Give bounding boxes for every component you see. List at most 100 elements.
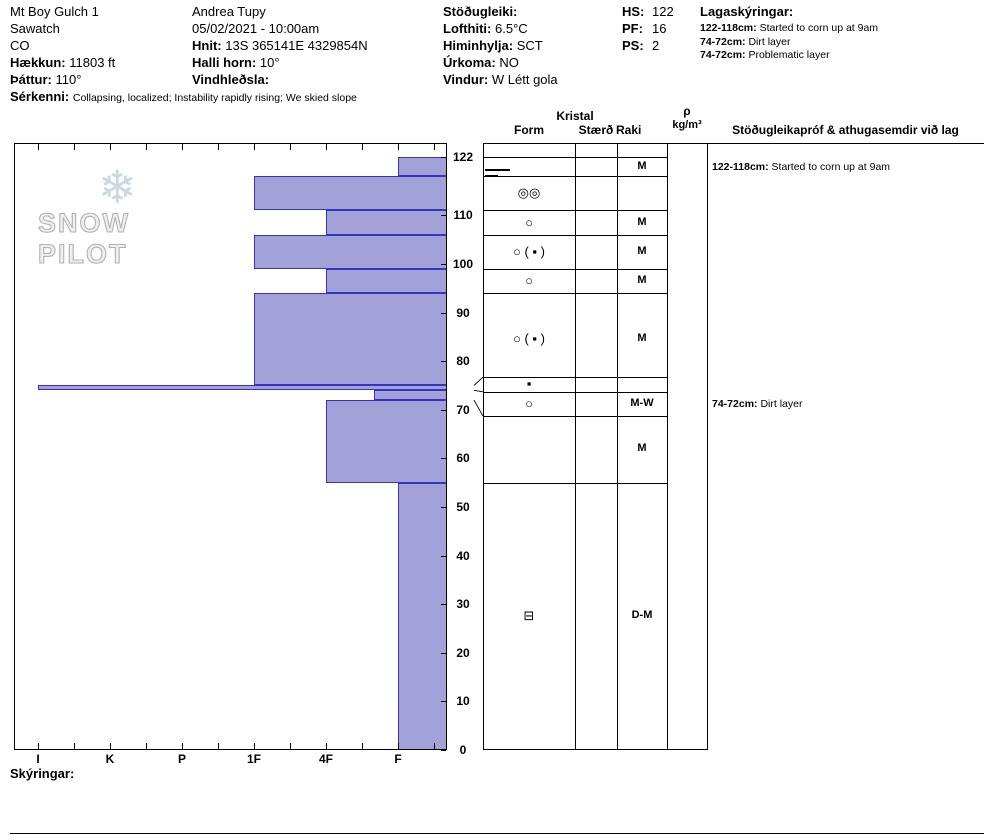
- snowflake-icon: ❄: [98, 161, 137, 213]
- air-temp-line: Lofthiti: 6.5°C: [443, 21, 528, 36]
- features-line: Sérkenni: Collapsing, localized; Instabi…: [10, 89, 357, 105]
- form-symbol-melt-forms: ○: [525, 272, 533, 288]
- hs-value: 122: [652, 4, 674, 19]
- ps-label: PS:: [622, 38, 644, 53]
- table-vline: [575, 143, 576, 750]
- moisture-label: M: [637, 332, 647, 345]
- air-temp-label: Lofthiti:: [443, 21, 492, 36]
- depth-label: 70: [456, 402, 470, 417]
- wind-value: W Létt gola: [491, 72, 558, 87]
- features-value: Collapsing, localized; Instability rapid…: [72, 92, 357, 104]
- layer-row-separator: [483, 392, 667, 393]
- ps-line: PS: 2: [622, 38, 659, 53]
- sky-cover-value: SCT: [516, 38, 543, 53]
- table-header-rule: [483, 143, 984, 144]
- table-vline: [483, 143, 484, 750]
- depth-label: 110: [453, 208, 473, 223]
- depth-tick: [441, 556, 446, 557]
- sky-cover-label: Himinhylja:: [443, 38, 514, 53]
- size-column-header: Stærð: [578, 123, 614, 137]
- form-symbol-clustered-rounded-grains: ◎◎: [517, 185, 541, 201]
- snowpilot-watermark: ❄ SNOW PILOT: [37, 161, 228, 270]
- depth-tick: [441, 264, 446, 265]
- pit-name: Mt Boy Gulch 1: [10, 4, 99, 19]
- sky-cover-line: Himinhylja: SCT: [443, 38, 543, 53]
- form-symbol-melt-freeze-crust-square: ⊟: [523, 608, 535, 624]
- depth-tick: [441, 410, 446, 411]
- layer-bar: [326, 400, 447, 483]
- hardness-tick-bottom: [362, 743, 363, 749]
- hardness-tick-top: [326, 144, 327, 150]
- moisture-label: M: [637, 215, 647, 228]
- annotation-range: 74-72cm:: [712, 397, 761, 410]
- plot-border-top: [14, 143, 447, 144]
- hardness-label-F: F: [394, 752, 402, 766]
- features-label: Sérkenni:: [10, 89, 70, 104]
- coordinates-label: Hnit:: [192, 38, 222, 53]
- stability-label: Stöðugleiki:: [443, 4, 518, 19]
- layer-note-range: 122-118cm:: [700, 22, 757, 34]
- depth-label: 100: [452, 256, 474, 271]
- hs-line: HS: 122: [622, 4, 674, 19]
- depth-label: 0: [459, 743, 467, 757]
- depth-label: 20: [456, 645, 470, 660]
- layer-row-separator: [483, 157, 667, 158]
- slope-angle-line: Halli horn: 10°: [192, 55, 280, 70]
- layer-row-separator: [483, 176, 667, 177]
- hardness-tick-bottom: [290, 743, 291, 749]
- hardness-tick-top: [182, 144, 183, 150]
- depth-tick: [441, 653, 446, 654]
- form-column-header: Form: [514, 123, 544, 137]
- layer-note-range: 74-72cm:: [700, 49, 746, 61]
- plot-border-bottom: [14, 749, 447, 750]
- pf-line: PF: 16: [622, 21, 666, 36]
- form-symbol-ice-formation: ▪: [526, 376, 532, 392]
- density-column-header: ρ: [683, 104, 691, 118]
- wind-line: Vindur: W Létt gola: [443, 72, 558, 87]
- depth-label: 80: [456, 354, 470, 369]
- hardness-tick-bottom: [254, 743, 255, 749]
- slope-angle-label: Halli horn:: [192, 55, 257, 70]
- hardness-label-1F: 1F: [246, 752, 261, 766]
- layer-bar: [398, 157, 447, 177]
- coordinates-line: Hnit: 13S 365141E 4329854N: [192, 38, 368, 53]
- hardness-tick-bottom: [326, 743, 327, 749]
- hardness-tick-top: [110, 144, 111, 150]
- hardness-tick-top: [38, 144, 39, 150]
- hardness-tick-bottom: [146, 743, 147, 749]
- stability-line: Stöðugleiki:: [443, 4, 517, 19]
- layer-note-text: Problematic layer: [748, 49, 830, 61]
- hs-label: HS:: [622, 4, 645, 19]
- layer-bar: [254, 234, 447, 269]
- depth-label: 50: [456, 499, 470, 514]
- layer-bar: [254, 176, 447, 211]
- hardness-tick-top: [290, 144, 291, 150]
- annotation-text: Dirt layer: [760, 397, 803, 410]
- elevation-value: 11803 ft: [69, 55, 116, 70]
- footer-rule: [10, 833, 984, 834]
- layer-row-separator: [483, 210, 667, 211]
- layer-row-separator: [483, 416, 667, 417]
- moisture-label: M: [637, 273, 647, 286]
- layer-row-separator: [483, 293, 667, 294]
- depth-tick: [441, 313, 446, 314]
- layer-note-text: Started to corn up at 9am: [759, 22, 879, 34]
- air-temp-value: 6.5°C: [495, 21, 528, 36]
- layer-note: 74-72cm: Problematic layer: [700, 49, 830, 62]
- layer-notes-title: Lagaskýringar:: [700, 4, 794, 19]
- layer-bar: [398, 482, 447, 750]
- depth-label: 60: [456, 451, 470, 466]
- layer-annotation: 74-72cm: Dirt layer: [712, 398, 802, 410]
- aspect-line: Þáttur: 110°: [10, 72, 81, 87]
- depth-tick: [441, 604, 446, 605]
- hardness-label-I: I: [36, 752, 40, 766]
- aspect-value: 110°: [55, 72, 82, 87]
- precip-line: Úrkoma: NO: [443, 55, 519, 70]
- depth-label: 30: [456, 597, 470, 612]
- form-symbol-melt-forms: ○: [525, 214, 533, 230]
- moisture-label: M: [637, 244, 647, 257]
- depth-label: 122: [452, 150, 474, 164]
- layer-note: 122-118cm: Started to corn up at 9am: [700, 22, 878, 35]
